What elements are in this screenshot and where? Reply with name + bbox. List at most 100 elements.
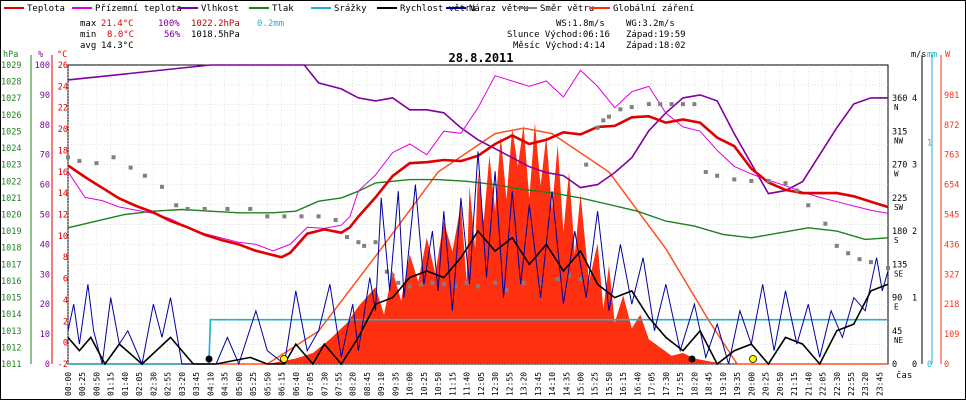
x-tick-label: 20:00 (747, 372, 756, 396)
info-block: WS:1.8m/s WG:3.2m/s Slunce Východ:06:16 … (507, 19, 686, 51)
stats-max-label: max (80, 19, 97, 29)
series-wind-speed (67, 229, 889, 366)
info-sun: Slunce Východ:06:16 (507, 30, 610, 40)
wind-direction-point (384, 269, 389, 274)
wind-direction-point (504, 288, 509, 293)
x-tick-label: 03:20 (178, 372, 187, 396)
x-tick-label: 20:50 (776, 372, 785, 396)
wind-speed-tick-label: 2 (912, 227, 917, 237)
wind-direction-point (185, 206, 190, 211)
wind-speed-tick-label: 0 (912, 360, 917, 370)
x-tick-label: 13:20 (520, 372, 529, 396)
temperature-tick-label: 22 (58, 104, 68, 114)
legend-label-prizemni-teplota: Přízemní teplota (95, 4, 182, 14)
wind-direction-point (333, 218, 338, 223)
radiation-tick-label: 436 (944, 240, 959, 250)
direction-compass-label: N (894, 103, 899, 112)
wind-direction-point (202, 206, 207, 211)
info-sun-set: Západ:19:59 (626, 30, 686, 40)
x-tick-label: 15:50 (605, 372, 614, 396)
wind-direction-point (265, 214, 270, 219)
temperature-tick-label: 26 (58, 61, 68, 71)
temperature-tick-label: -2 (58, 360, 68, 370)
wind-direction-point (396, 280, 401, 285)
wind-direction-point (225, 206, 230, 211)
radiation-tick-label: 545 (944, 211, 959, 221)
wind-direction-point (94, 161, 99, 166)
wind-direction-point (766, 178, 771, 183)
wind-direction-point (658, 102, 663, 107)
wind-direction-point (846, 251, 851, 256)
wind-direction-point (430, 280, 435, 285)
stats-max-temp: 21.4°C (101, 19, 134, 29)
wind-direction-point (794, 188, 799, 193)
stats-min-hum: 56% (164, 30, 181, 40)
wind-direction-point (77, 158, 82, 163)
humidity-tick-label: 0 (45, 360, 50, 370)
pressure-tick-label: 1017 (1, 260, 21, 270)
temperature-axis-unit: °C (57, 50, 67, 60)
wind-direction-point (703, 170, 708, 175)
x-tick-label: 11:15 (448, 372, 457, 396)
x-tick-label: 10:00 (406, 372, 415, 396)
temperature-tick-label: 0 (63, 339, 68, 349)
wind-direction-point (453, 284, 458, 289)
wind-direction-point (538, 282, 543, 287)
x-tick-label: 21:15 (790, 372, 799, 396)
wind-direction-point (390, 273, 395, 278)
x-tick-label: 23:45 (875, 372, 884, 396)
wind-direction-point (601, 118, 606, 123)
humidity-axis-unit: % (38, 50, 43, 60)
x-tick-label: 22:05 (819, 372, 828, 396)
wind-direction-point (464, 280, 469, 285)
temperature-tick-label: 4 (63, 296, 68, 306)
x-tick-label: 05:50 (263, 372, 272, 396)
x-tick-label: 00:00 (64, 372, 73, 396)
x-tick-label: 13:45 (534, 372, 543, 396)
series-wind-gust (67, 151, 889, 366)
wind-speed-tick-label: 4 (912, 94, 917, 104)
direction-tick-label: 0 (892, 360, 897, 370)
direction-compass-label: NW (894, 136, 904, 145)
stats-max-hum: 100% (158, 19, 180, 29)
wind-direction-point (578, 277, 583, 282)
x-tick-label: 23:20 (861, 372, 870, 396)
wind-direction-point (111, 155, 116, 160)
x-tick-label: 09:35 (391, 372, 400, 396)
x-tick-label: 17:05 (648, 372, 657, 396)
wind-direction-point (345, 235, 350, 240)
series-pressure (67, 178, 889, 241)
pressure-tick-label: 1013 (1, 327, 21, 337)
wind-direction-point (857, 257, 862, 262)
wind-direction-point (299, 214, 304, 219)
x-tick-label: 14:35 (562, 372, 571, 396)
pressure-tick-label: 1019 (1, 227, 21, 237)
temperature-tick-label: 8 (63, 253, 68, 263)
legend-label-srazky: Srážky (334, 4, 367, 14)
wind-direction-point (248, 206, 253, 211)
wind-direction-point (316, 214, 321, 219)
direction-tick-label: 360 (892, 94, 907, 104)
legend-label-globalni-zareni: Globální záření (613, 4, 694, 14)
x-tick-label: 18:45 (705, 372, 714, 396)
series-radiation (68, 122, 888, 364)
direction-tick-label: 135 (892, 260, 907, 270)
wind-direction-point (407, 284, 412, 289)
wind-direction-point (419, 282, 424, 287)
x-tick-label: 04:10 (206, 372, 215, 396)
wind-speed-tick-label: 3 (912, 161, 917, 171)
pressure-tick-label: 1025 (1, 127, 21, 137)
pressure-tick-label: 1029 (1, 61, 21, 71)
rain-tick-label: 0 (927, 360, 932, 370)
wind-axis-unit: m/s (911, 50, 926, 60)
wind-direction-point (584, 162, 589, 167)
sunrise-marker (280, 355, 288, 363)
direction-tick-label: 45 (892, 327, 902, 337)
x-axis-label: čas (896, 370, 912, 381)
wind-speed-tick-label: 1 (912, 294, 917, 304)
wind-direction-point (618, 107, 623, 112)
pressure-tick-label: 1020 (1, 211, 21, 221)
wind-direction-point (868, 260, 873, 265)
pressure-tick-label: 1028 (1, 78, 21, 88)
